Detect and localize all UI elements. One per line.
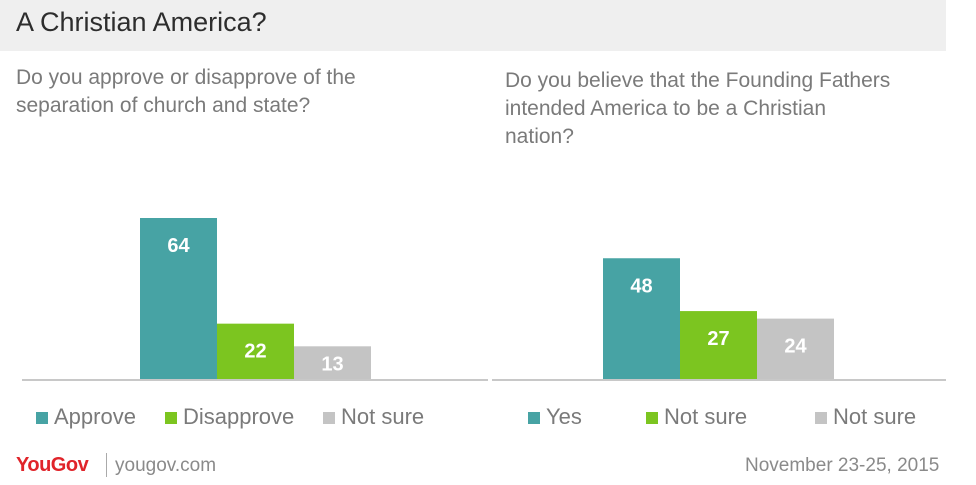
chart-2-bar-3 <box>757 318 834 379</box>
legend-label: Yes <box>546 404 582 429</box>
legend-swatch <box>528 412 540 424</box>
header-bar <box>0 0 946 51</box>
legend-swatch <box>36 412 48 424</box>
legend-swatch <box>815 412 827 424</box>
legend-label: Not sure <box>664 404 748 429</box>
legend-label: Not sure <box>341 404 425 429</box>
chart-2-question: Do you believe that the Founding Fathers… <box>505 69 891 148</box>
yougov-logo: YouGov <box>16 454 89 476</box>
footer-date: November 23-25, 2015 <box>745 455 940 476</box>
footer-site[interactable]: yougov.com <box>115 455 217 476</box>
legend-label: Disapprove <box>183 404 295 429</box>
legend-label: Not sure <box>833 404 917 429</box>
chart-1-question: Do you approve or disapprove of the sepa… <box>16 66 356 117</box>
chart-2-bar-2 <box>680 311 757 379</box>
chart-1-bar-2 <box>217 323 294 379</box>
chart-2-value-label-2: 27 <box>707 328 729 350</box>
chart-2-value-label-3: 24 <box>784 336 807 358</box>
chart-1-value-label-2: 22 <box>244 341 266 363</box>
legend-swatch <box>323 412 335 424</box>
legend-label: Approve <box>54 404 136 429</box>
chart-1-value-label-3: 13 <box>321 354 343 376</box>
chart-1-bar-3 <box>294 346 371 379</box>
chart-1-value-label-1: 64 <box>167 235 190 257</box>
legend-swatch <box>646 412 658 424</box>
chart-2-value-label-1: 48 <box>630 275 652 297</box>
chart-2-bar-1 <box>603 258 680 379</box>
legend-swatch <box>165 412 177 424</box>
footer-divider <box>106 453 107 477</box>
page-title: A Christian America? <box>16 7 267 37</box>
chart-1-bar-1 <box>140 218 217 379</box>
